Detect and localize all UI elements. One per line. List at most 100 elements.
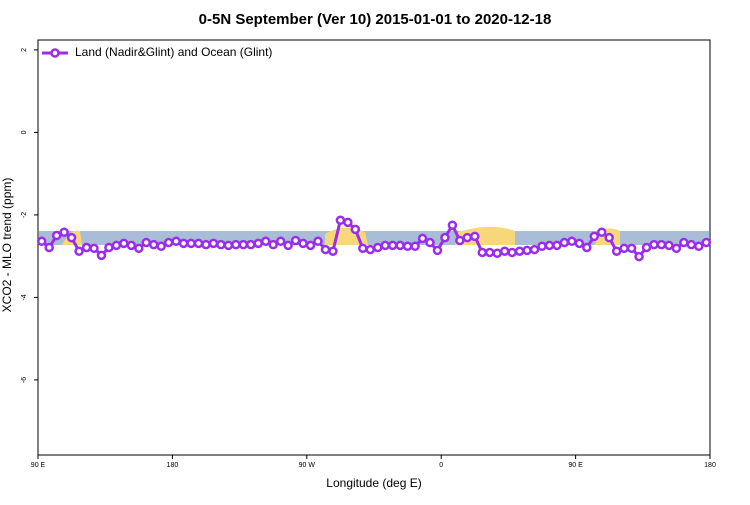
point bbox=[119, 238, 129, 249]
point bbox=[432, 245, 443, 256]
point bbox=[611, 246, 622, 256]
point bbox=[641, 242, 652, 253]
point bbox=[664, 240, 674, 251]
point bbox=[686, 239, 697, 250]
point bbox=[604, 232, 614, 243]
y-axis-label: XCO2 - MLO trend (ppm) bbox=[0, 178, 14, 313]
point bbox=[440, 232, 450, 243]
x-tick-label: 180 bbox=[167, 462, 179, 469]
point bbox=[492, 248, 502, 259]
point bbox=[36, 236, 47, 247]
point bbox=[462, 232, 473, 243]
point bbox=[365, 244, 376, 255]
point bbox=[104, 242, 114, 253]
point bbox=[253, 238, 264, 249]
point bbox=[380, 240, 390, 251]
point bbox=[335, 215, 346, 226]
point bbox=[634, 251, 644, 262]
point bbox=[290, 235, 301, 246]
point bbox=[343, 217, 353, 228]
point bbox=[223, 240, 234, 251]
point bbox=[320, 244, 331, 255]
point bbox=[552, 240, 562, 251]
point bbox=[567, 236, 577, 247]
x-tick-label: 180 bbox=[704, 462, 716, 469]
point bbox=[679, 237, 689, 248]
point bbox=[44, 242, 54, 253]
point bbox=[305, 240, 316, 251]
point bbox=[514, 246, 525, 256]
point bbox=[186, 238, 196, 249]
point bbox=[470, 231, 480, 242]
point bbox=[163, 237, 174, 248]
point bbox=[455, 235, 465, 246]
point bbox=[425, 237, 435, 248]
point bbox=[51, 230, 62, 241]
point bbox=[544, 240, 555, 251]
point bbox=[559, 237, 570, 248]
point bbox=[148, 239, 159, 250]
plot-frame bbox=[37, 39, 711, 456]
point bbox=[387, 240, 398, 251]
point bbox=[395, 240, 405, 251]
legend-marker bbox=[50, 48, 60, 58]
point bbox=[193, 238, 204, 249]
point bbox=[522, 245, 532, 256]
point bbox=[201, 239, 211, 250]
point bbox=[246, 239, 256, 250]
point bbox=[417, 233, 428, 244]
point bbox=[701, 237, 712, 248]
x-tick-label: 0 bbox=[439, 462, 443, 469]
y-tick-label: -2 bbox=[21, 212, 28, 218]
point bbox=[619, 243, 629, 254]
y-tick-label: -4 bbox=[21, 294, 28, 300]
point bbox=[275, 236, 286, 247]
point bbox=[372, 242, 383, 253]
point bbox=[111, 240, 122, 251]
y-tick-label: 2 bbox=[21, 48, 28, 52]
point bbox=[649, 239, 659, 250]
point bbox=[231, 239, 241, 250]
point bbox=[216, 239, 226, 250]
x-tick-label: 90 E bbox=[31, 462, 46, 469]
point bbox=[537, 241, 547, 252]
point bbox=[260, 236, 271, 247]
point bbox=[477, 247, 488, 258]
point bbox=[589, 231, 600, 242]
point bbox=[141, 237, 152, 248]
x-tick-label: 90 W bbox=[299, 462, 316, 469]
point bbox=[671, 243, 682, 254]
point bbox=[694, 241, 704, 252]
point bbox=[656, 239, 667, 250]
y-tick-label: 0 bbox=[21, 130, 28, 134]
point bbox=[96, 250, 107, 261]
point bbox=[283, 240, 293, 251]
point bbox=[313, 236, 323, 247]
point bbox=[178, 238, 189, 249]
point bbox=[298, 238, 308, 249]
point bbox=[484, 247, 495, 258]
point bbox=[402, 241, 413, 252]
point bbox=[59, 227, 69, 237]
point bbox=[350, 224, 361, 235]
x-tick-label: 90 E bbox=[568, 462, 583, 469]
point bbox=[74, 246, 84, 256]
point bbox=[89, 243, 99, 254]
point bbox=[358, 243, 368, 254]
point bbox=[410, 241, 420, 252]
point bbox=[81, 242, 92, 253]
y-tick-label: -6 bbox=[21, 377, 28, 383]
point bbox=[507, 247, 517, 258]
point bbox=[596, 227, 607, 237]
point bbox=[156, 241, 166, 252]
point bbox=[328, 246, 338, 256]
point bbox=[574, 238, 585, 249]
point bbox=[66, 232, 77, 243]
chart-title: 0-5N September (Ver 10) 2015-01-01 to 20… bbox=[199, 11, 552, 28]
point bbox=[134, 243, 144, 254]
x-axis-label: Longitude (deg E) bbox=[326, 476, 421, 490]
point bbox=[499, 246, 510, 256]
point bbox=[529, 244, 540, 255]
point bbox=[238, 239, 249, 250]
